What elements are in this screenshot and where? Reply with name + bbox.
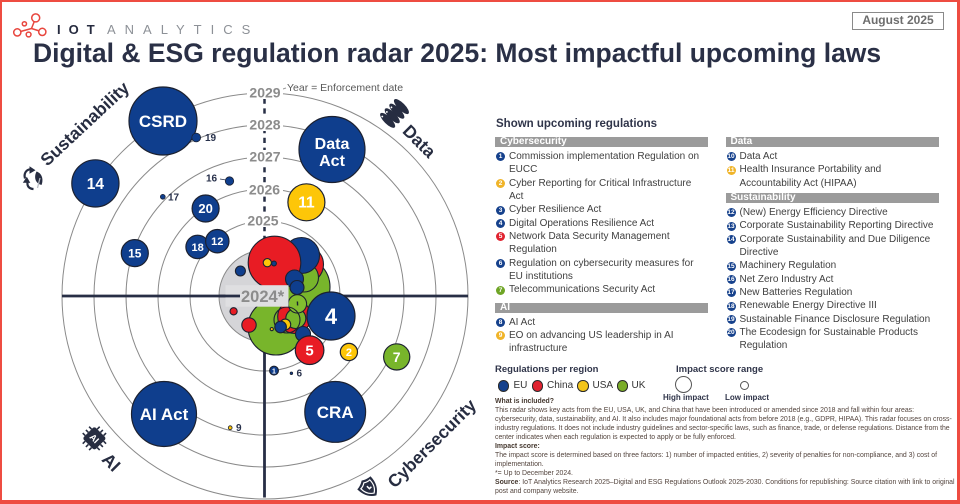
svg-text:19: 19	[205, 133, 217, 144]
svg-text:17: 17	[168, 192, 180, 203]
svg-text:Act: Act	[319, 153, 345, 170]
svg-text:AI: AI	[98, 449, 125, 476]
svg-text:2027: 2027	[249, 149, 280, 165]
svg-text:6: 6	[297, 369, 303, 380]
svg-text:11: 11	[298, 195, 315, 212]
svg-text:2026: 2026	[249, 182, 280, 198]
svg-text:14: 14	[87, 176, 105, 193]
svg-text:Data: Data	[315, 136, 350, 153]
svg-text:9: 9	[236, 423, 242, 434]
svg-text:18: 18	[191, 242, 203, 254]
svg-text:4: 4	[325, 304, 338, 329]
svg-text:20: 20	[198, 201, 212, 216]
svg-text:5: 5	[305, 343, 313, 360]
svg-text:2024*: 2024*	[241, 288, 285, 306]
svg-text:15: 15	[128, 247, 142, 261]
svg-text:16: 16	[206, 174, 218, 185]
svg-text:AI Act: AI Act	[140, 405, 189, 424]
svg-text:CRA: CRA	[317, 403, 354, 422]
svg-text:Data: Data	[399, 121, 440, 162]
svg-text:1: 1	[272, 368, 276, 375]
svg-text:Cybersecurity: Cybersecurity	[383, 395, 480, 492]
svg-text:12: 12	[211, 236, 223, 248]
svg-text:2: 2	[346, 347, 352, 359]
svg-text:CSRD: CSRD	[139, 112, 187, 131]
svg-text:7: 7	[393, 349, 401, 365]
svg-text:Sustainability: Sustainability	[36, 77, 133, 169]
svg-text:2029: 2029	[249, 85, 280, 101]
svg-text:Year = Enforcement date: Year = Enforcement date	[287, 82, 403, 94]
svg-text:2028: 2028	[249, 117, 280, 133]
svg-text:2025: 2025	[247, 213, 278, 229]
